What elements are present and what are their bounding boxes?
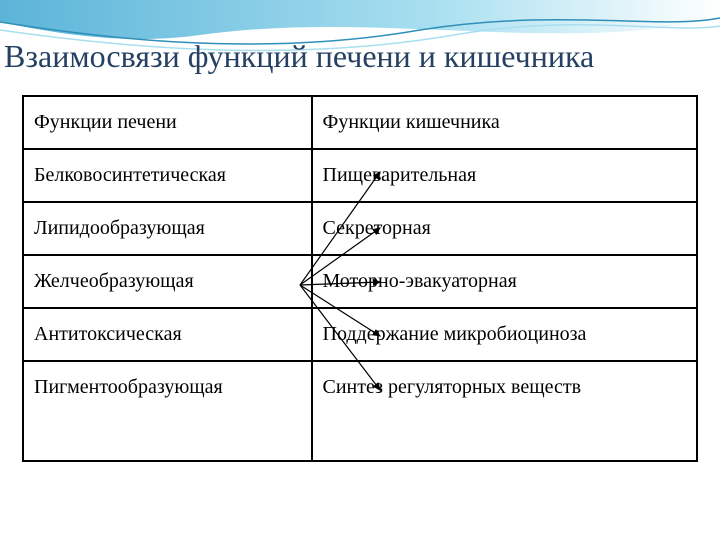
page-title: Взаимосвязи функций печени и кишечника <box>0 38 720 75</box>
table-row: Липидообразующая Секреторная <box>23 202 697 255</box>
cell-intestine-4: Синтез регуляторных веществ <box>312 361 697 461</box>
cell-intestine-0: Пищеварительная <box>312 149 697 202</box>
table-header-row: Функции печени Функции кишечника <box>23 96 697 149</box>
col-header-liver: Функции печени <box>23 96 312 149</box>
cell-liver-4: Пигментообразующая <box>23 361 312 461</box>
cell-liver-2: Желчеобразующая <box>23 255 312 308</box>
table-row: Желчеобразующая Моторно-эвакуаторная <box>23 255 697 308</box>
cell-intestine-3: Поддержание микробиоциноза <box>312 308 697 361</box>
cell-intestine-1: Секреторная <box>312 202 697 255</box>
cell-liver-3: Антитоксическая <box>23 308 312 361</box>
cell-liver-0: Белковосинтетическая <box>23 149 312 202</box>
functions-table: Функции печени Функции кишечника Белково… <box>22 95 698 462</box>
col-header-intestine: Функции кишечника <box>312 96 697 149</box>
cell-intestine-2: Моторно-эвакуаторная <box>312 255 697 308</box>
table-row: Антитоксическая Поддержание микробиоцино… <box>23 308 697 361</box>
cell-liver-1: Липидообразующая <box>23 202 312 255</box>
table-container: Функции печени Функции кишечника Белково… <box>22 95 698 462</box>
table-row: Белковосинтетическая Пищеварительная <box>23 149 697 202</box>
slide: Взаимосвязи функций печени и кишечника Ф… <box>0 0 720 540</box>
table-row: Пигментообразующая Синтез регуляторных в… <box>23 361 697 461</box>
